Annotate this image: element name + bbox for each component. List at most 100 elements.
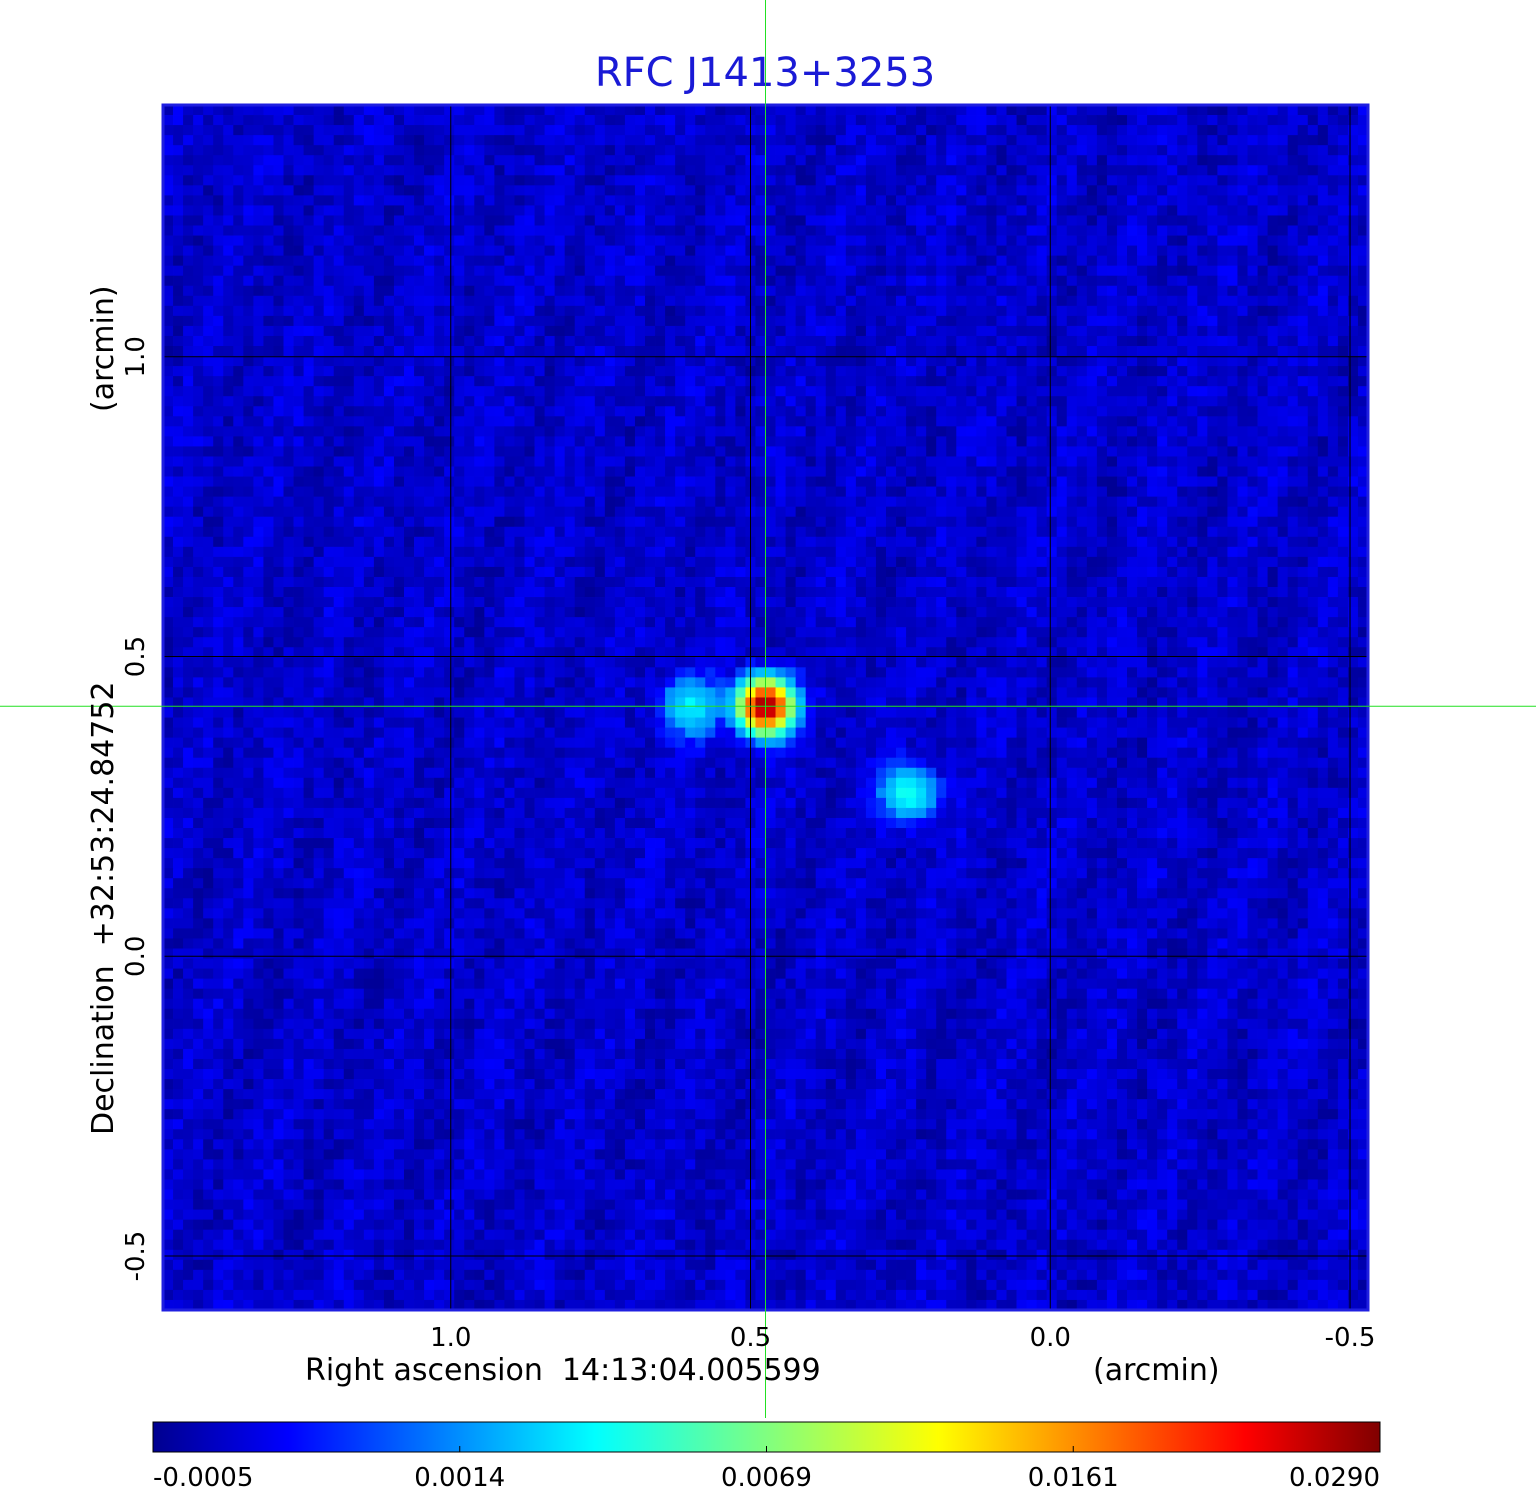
heatmap-cell — [393, 476, 405, 487]
heatmap-cell — [916, 235, 927, 246]
heatmap-cell — [1157, 436, 1168, 447]
heatmap-cell — [253, 466, 264, 477]
heatmap-cell — [604, 145, 616, 156]
heatmap-cell — [675, 426, 686, 437]
heatmap-cell — [273, 245, 284, 257]
heatmap-cell — [755, 275, 766, 287]
heatmap-cell — [695, 346, 706, 357]
heatmap-cell — [1086, 456, 1098, 467]
heatmap-cell — [936, 335, 947, 347]
heatmap-cell — [1086, 225, 1098, 236]
heatmap-cell — [303, 195, 315, 206]
heatmap-cell — [906, 145, 917, 156]
heatmap-cell — [1026, 275, 1038, 287]
heatmap-cell — [1116, 446, 1128, 457]
heatmap-cell — [926, 225, 937, 236]
heatmap-cell — [1106, 476, 1118, 487]
heatmap-cell — [414, 285, 425, 297]
heatmap-cell — [1036, 275, 1048, 287]
heatmap-cell — [886, 165, 897, 176]
heatmap-cell — [655, 175, 666, 186]
heatmap-cell — [1357, 225, 1368, 236]
heatmap-cell — [554, 205, 566, 216]
heatmap-cell — [785, 426, 797, 437]
heatmap-cell — [273, 376, 284, 387]
heatmap-cell — [263, 446, 274, 457]
heatmap-cell — [1177, 175, 1188, 186]
heatmap-cell — [1127, 486, 1138, 498]
heatmap-cell — [845, 125, 857, 136]
heatmap-cell — [404, 486, 415, 498]
heatmap-cell — [574, 265, 586, 277]
heatmap-cell — [765, 496, 776, 508]
heatmap-cell — [855, 255, 867, 267]
heatmap-cell — [805, 476, 817, 487]
heatmap-cell — [986, 295, 997, 307]
heatmap-cell — [785, 105, 797, 116]
heatmap-cell — [343, 315, 355, 327]
heatmap-cell — [996, 356, 1007, 367]
heatmap-cell — [946, 255, 957, 267]
heatmap-cell — [835, 115, 847, 126]
heatmap-cell — [213, 225, 224, 236]
heatmap-cell — [1187, 496, 1198, 508]
heatmap-cell — [845, 295, 857, 307]
heatmap-cell — [484, 496, 495, 508]
heatmap-cell — [1076, 305, 1088, 317]
heatmap-cell — [705, 466, 716, 477]
heatmap-cell — [564, 466, 576, 477]
heatmap-cell — [1247, 305, 1258, 317]
heatmap-cell — [1307, 325, 1319, 337]
heatmap-cell — [1317, 155, 1329, 166]
heatmap-cell — [1157, 346, 1168, 357]
heatmap-cell — [414, 175, 425, 186]
heatmap-cell — [1066, 275, 1078, 287]
heatmap-cell — [1327, 486, 1339, 498]
heatmap-cell — [624, 215, 636, 226]
heatmap-cell — [735, 145, 746, 156]
heatmap-cell — [484, 466, 495, 477]
heatmap-cell — [1147, 406, 1158, 417]
heatmap-cell — [1267, 386, 1279, 397]
heatmap-cell — [1076, 396, 1088, 407]
heatmap-cell — [715, 255, 726, 267]
heatmap-cell — [916, 145, 927, 156]
heatmap-cell — [725, 406, 736, 417]
heatmap-cell — [1016, 155, 1027, 166]
heatmap-cell — [1187, 285, 1198, 297]
heatmap-cell — [735, 125, 746, 136]
heatmap-cell — [645, 486, 656, 498]
heatmap-cell — [715, 225, 726, 236]
heatmap-cell — [1317, 426, 1329, 437]
heatmap-cell — [1006, 456, 1017, 467]
heatmap-cell — [444, 125, 455, 136]
heatmap-cell — [1187, 376, 1198, 387]
heatmap-cell — [1116, 376, 1128, 387]
heatmap-cell — [1137, 295, 1148, 307]
heatmap-cell — [424, 195, 435, 206]
heatmap-cell — [685, 105, 696, 116]
heatmap-cell — [574, 366, 586, 377]
heatmap-cell — [906, 466, 917, 477]
heatmap-cell — [805, 416, 817, 427]
heatmap-cell — [735, 235, 746, 246]
heatmap-cell — [1267, 506, 1279, 518]
heatmap-cell — [243, 456, 254, 467]
heatmap-cell — [1227, 376, 1238, 387]
heatmap-cell — [544, 235, 556, 246]
heatmap-cell — [1357, 486, 1368, 498]
heatmap-cell — [293, 105, 304, 116]
heatmap-cell — [665, 456, 676, 467]
heatmap-cell — [504, 295, 515, 307]
heatmap-cell — [273, 436, 284, 447]
heatmap-cell — [263, 225, 274, 236]
heatmap-cell — [343, 295, 355, 307]
heatmap-cell — [665, 386, 676, 397]
heatmap-cell — [1337, 376, 1349, 387]
heatmap-cell — [1247, 446, 1258, 457]
heatmap-cell — [1217, 205, 1228, 216]
heatmap-cell — [594, 356, 606, 367]
heatmap-cell — [614, 205, 626, 216]
heatmap-cell — [464, 376, 475, 387]
heatmap-cell — [393, 376, 405, 387]
